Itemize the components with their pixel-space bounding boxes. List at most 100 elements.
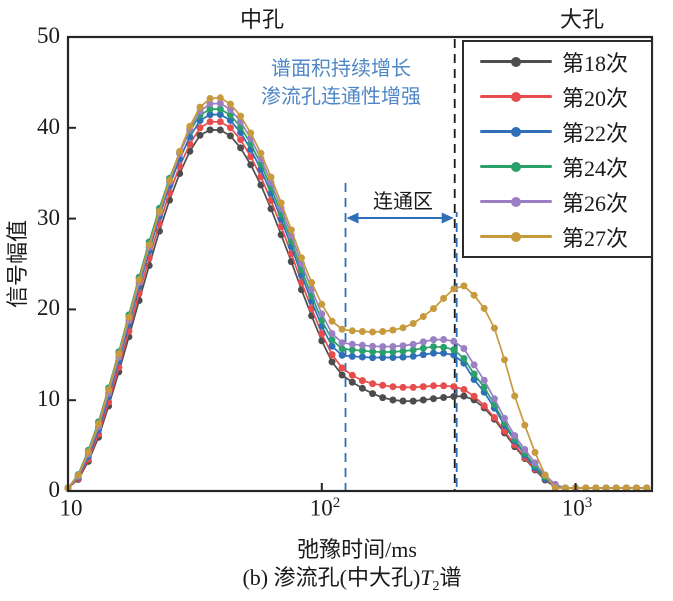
data-point [389,396,397,404]
data-point [480,304,488,312]
data-point [348,352,356,360]
data-point [206,118,214,126]
x-tick-1000: 103 [561,495,593,521]
data-point [338,371,346,379]
data-point [389,354,397,361]
legend-label-run-20: 第20次 [562,85,629,111]
data-point [501,356,508,364]
data-point [237,144,245,152]
data-point [501,414,508,422]
caption-variable: T [420,565,433,590]
data-point [216,105,224,113]
region-label-medium-pores: 中孔 [239,7,285,32]
legend-marker-run-26-icon [511,196,521,207]
data-point [399,324,407,332]
legend-item-run-22: 第22次 [464,115,651,148]
data-point [277,199,285,207]
data-point [318,300,326,308]
x-tick-10: 10 [59,495,83,521]
data-point [643,484,651,492]
data-point [308,279,316,286]
data-point [226,116,234,124]
data-point [379,348,387,356]
data-point [592,484,600,492]
data-point [135,276,143,284]
data-point [338,325,346,333]
data-point [399,342,407,350]
data-point [470,376,478,383]
annotation-line-1: 谱面积持续增长 [271,58,411,80]
data-point [622,484,630,492]
data-point [440,394,448,401]
data-point [216,94,224,102]
data-point [358,341,366,349]
y-tick-30: 30 [37,205,60,230]
arrow-left-head-icon [346,212,359,224]
data-point [470,361,478,369]
data-point [115,350,123,358]
data-point [216,126,224,134]
data-point [298,254,305,262]
data-point [379,343,387,351]
legend-swatch-run-26-icon [480,196,552,207]
data-point [480,402,488,410]
caption-suffix: 谱 [439,565,462,590]
data-point [318,330,326,338]
data-point [257,181,265,189]
data-point [440,349,448,357]
data-point [602,484,610,492]
data-point [267,173,275,181]
data-point [419,383,427,391]
data-point [582,484,590,492]
legend-item-run-20: 第20次 [464,80,651,113]
data-point [369,390,377,398]
data-point [206,100,214,108]
data-point [430,382,437,390]
legend-label-run-18: 第18次 [562,50,629,76]
data-point [450,337,458,345]
data-point [419,396,427,404]
data-point [206,111,214,119]
data-point [430,305,437,313]
data-point [490,395,498,403]
data-point [470,370,478,378]
legend-marker-run-20-icon [511,91,521,102]
legend-marker-run-22-icon [511,126,521,137]
data-point [419,338,427,346]
data-point [338,339,346,347]
data-point [480,376,488,384]
data-point [430,343,437,351]
data-point [226,100,234,108]
y-tick-10: 10 [37,386,60,411]
data-point [369,354,377,362]
legend-swatch-run-18-icon [480,56,552,67]
data-point [440,382,448,390]
data-point [430,336,437,344]
y-tick-0: 0 [48,477,61,502]
data-point [216,111,224,118]
data-point [358,347,366,355]
data-point [521,421,529,429]
plot-frame [66,35,654,493]
data-point [287,226,295,234]
data-point [409,397,417,405]
data-point [338,364,346,372]
data-point [399,347,407,355]
data-point [531,448,539,456]
data-point [206,95,214,102]
data-point [460,282,468,290]
data-point [369,342,377,350]
data-point [521,446,529,453]
data-point [450,351,458,359]
data-point [226,132,234,140]
data-point [74,471,82,479]
curve-markers-run-27 [64,94,651,492]
legend-label-run-22: 第22次 [562,120,629,146]
connected-zone-label: 连通区 [373,191,433,213]
legend-item-run-24: 第24次 [464,150,651,183]
legend-label-run-27: 第27次 [562,225,629,251]
data-point [125,313,133,321]
data-point [226,106,234,113]
data-point [196,124,204,132]
